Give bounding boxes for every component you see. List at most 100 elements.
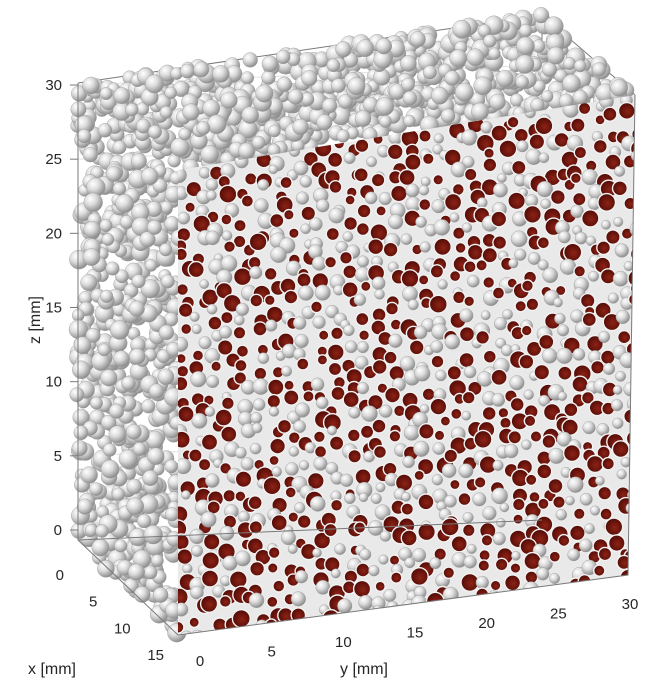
- particle-sphere: [342, 231, 354, 242]
- cut-sphere: [178, 302, 194, 319]
- cut-sphere: [537, 497, 550, 511]
- particle-sphere: [584, 523, 595, 535]
- particle-sphere: [489, 93, 506, 111]
- cut-sphere: [627, 268, 635, 288]
- cut-sphere: [276, 418, 293, 434]
- particle-sphere: [140, 279, 160, 299]
- particle-sphere: [607, 292, 619, 304]
- particle-sphere: [159, 106, 173, 119]
- cut-sphere: [417, 522, 436, 542]
- particle-sphere: [190, 585, 204, 600]
- particle-sphere: [541, 90, 554, 103]
- cut-sphere: [214, 408, 233, 427]
- particle-sphere: [409, 31, 426, 48]
- particle-sphere: [388, 333, 403, 348]
- cut-sphere: [481, 246, 499, 264]
- particle-sphere: [97, 123, 113, 138]
- particle-sphere: [492, 459, 504, 471]
- particle-sphere: [200, 511, 217, 528]
- particle-sphere: [440, 108, 456, 124]
- cut-sphere: [283, 289, 299, 305]
- cut-sphere: [475, 329, 491, 345]
- cut-sphere: [296, 272, 312, 288]
- cut-sphere: [355, 222, 371, 237]
- cut-sphere: [232, 325, 247, 340]
- particle-sphere: [132, 442, 147, 456]
- particle-sphere: [430, 340, 444, 353]
- particle-sphere: [343, 151, 356, 164]
- x-axis-ticks: 0 5 10 15: [56, 567, 164, 664]
- particle-sphere: [463, 365, 477, 379]
- cut-sphere: [448, 269, 462, 283]
- particle-sphere: [475, 575, 489, 590]
- particle-sphere: [140, 167, 159, 186]
- particle-sphere: [131, 274, 146, 289]
- particle-sphere: [404, 557, 416, 569]
- particle-sphere: [133, 586, 151, 603]
- particle-sphere: [330, 78, 346, 93]
- particle-sphere: [631, 515, 635, 526]
- particle-sphere: [371, 276, 386, 291]
- y-axis-ticks: 0 5 10 15 20 25 30: [196, 596, 639, 670]
- particle-sphere: [523, 581, 540, 598]
- particle-sphere: [293, 160, 309, 176]
- particle-sphere: [157, 368, 175, 386]
- particle-sphere: [629, 220, 635, 238]
- particle-sphere: [101, 233, 115, 246]
- cut-sphere: [326, 151, 344, 169]
- particle-sphere: [190, 544, 203, 557]
- cut-sphere: [521, 279, 535, 293]
- particle-sphere: [402, 90, 418, 106]
- cut-sphere: [509, 396, 525, 413]
- cut-sphere: [408, 339, 425, 356]
- cut-sphere: [269, 212, 285, 229]
- particle-sphere: [581, 168, 598, 186]
- particle-sphere: [118, 449, 138, 469]
- cut-sphere: [220, 396, 235, 411]
- x-axis-label: x [mm]: [28, 661, 76, 678]
- cut-sphere: [512, 513, 524, 525]
- particle-sphere: [271, 466, 282, 477]
- particle-sphere: [221, 230, 233, 241]
- particle-sphere: [83, 221, 101, 239]
- cut-sphere: [617, 330, 632, 345]
- particle-sphere: [130, 153, 147, 170]
- particle-sphere: [218, 325, 232, 339]
- particle-sphere: [356, 341, 369, 354]
- cut-sphere: [178, 247, 189, 262]
- particle-sphere: [370, 493, 382, 505]
- cut-sphere: [355, 311, 370, 327]
- cut-sphere: [433, 237, 452, 257]
- cut-sphere: [639, 105, 652, 119]
- cut-sphere: [178, 430, 191, 449]
- cut-sphere: [597, 192, 617, 212]
- cut-sphere: [593, 564, 606, 578]
- cut-sphere: [553, 131, 570, 149]
- particle-sphere: [91, 538, 110, 557]
- y-tick-label: 5: [267, 644, 275, 661]
- particle-sphere: [383, 588, 397, 602]
- cut-sphere: [248, 232, 268, 252]
- cut-sphere: [222, 240, 236, 254]
- cut-sphere: [353, 167, 369, 183]
- cut-sphere: [207, 315, 223, 331]
- cut-sphere: [388, 429, 402, 443]
- cut-sphere: [599, 507, 613, 521]
- cut-sphere: [421, 387, 436, 402]
- cut-sphere: [263, 294, 276, 307]
- particle-sphere: [570, 204, 584, 219]
- particle-sphere: [473, 76, 493, 96]
- cut-sphere: [347, 448, 362, 464]
- particle-sphere: [294, 502, 306, 514]
- cut-sphere: [480, 534, 494, 547]
- cut-sphere: [282, 389, 300, 406]
- cut-sphere: [269, 437, 287, 455]
- y-tick-label: 20: [478, 615, 495, 632]
- particle-sphere: [241, 106, 259, 124]
- cut-sphere: [400, 502, 415, 516]
- particle-sphere: [69, 387, 85, 403]
- x-tick-label: 0: [56, 567, 64, 584]
- y-axis-label: y [mm]: [340, 661, 388, 678]
- particle-sphere: [563, 57, 577, 71]
- cut-sphere: [633, 307, 635, 324]
